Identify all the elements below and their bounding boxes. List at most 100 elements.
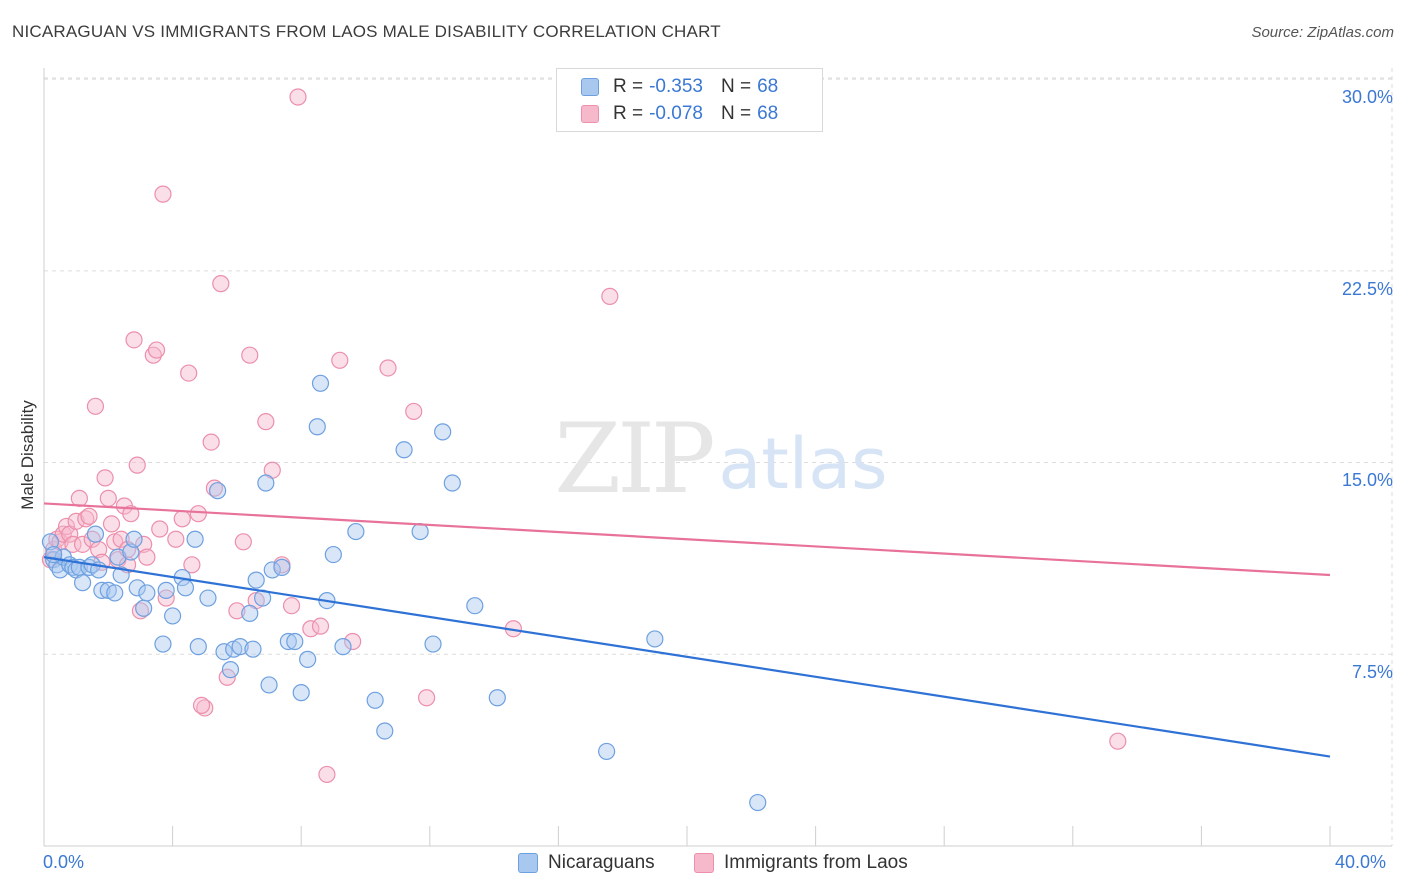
legend-swatch-blue <box>581 78 599 96</box>
legend-item-laos[interactable]: Immigrants from Laos <box>694 852 908 874</box>
laos-point-54 <box>289 88 307 106</box>
nicaraguans-point-52 <box>366 691 384 709</box>
laos-point-38 <box>180 364 198 382</box>
laos-point-34 <box>154 185 172 203</box>
laos-point-29 <box>135 535 153 553</box>
legend-label-laos: Immigrants from Laos <box>724 852 908 873</box>
series-nicaraguans-points <box>41 374 767 812</box>
nicaraguans-point-45 <box>299 650 317 668</box>
nicaraguans-point-29 <box>199 589 217 607</box>
laos-point-25 <box>122 505 140 523</box>
nicaraguans-point-47 <box>311 374 330 392</box>
laos-point-19 <box>102 515 121 533</box>
nicaraguans-point-57 <box>434 423 452 441</box>
legend-swatch-blue <box>518 853 538 873</box>
nicaraguans-point-21 <box>135 599 153 617</box>
laos-point-56 <box>311 617 330 635</box>
nicaraguans-point-65 <box>106 584 124 602</box>
nicaraguans-point-32 <box>221 661 240 679</box>
laos-point-26 <box>125 331 143 349</box>
laos-point-12 <box>80 507 98 525</box>
laos-point-37 <box>173 510 191 528</box>
y-tick-label-22-5: 22.5% <box>1341 279 1393 299</box>
nicaraguans-point-18 <box>122 543 140 561</box>
axes <box>43 68 1392 847</box>
nicaraguans-point-46 <box>308 418 326 436</box>
nicaraguans-point-60 <box>488 689 506 707</box>
nicaraguans-point-39 <box>260 676 278 694</box>
laos-point-30 <box>138 548 156 566</box>
nicaraguans-point-34 <box>231 638 249 656</box>
watermark-atlas: atlas <box>718 423 887 505</box>
laos-point-13 <box>83 530 101 548</box>
legend-label-nicaraguans: Nicaraguans <box>548 852 655 873</box>
nicaraguans-point-43 <box>286 632 304 651</box>
nicaraguans-point-40 <box>263 561 281 579</box>
nicaraguans-point-41 <box>273 558 291 576</box>
laos-point-7 <box>64 535 82 553</box>
laos-point-18 <box>99 489 117 507</box>
laos-point-66 <box>192 696 211 715</box>
nicaraguans-point-27 <box>186 530 204 548</box>
nicaraguans-point-30 <box>209 482 227 500</box>
legend-n-label: N = <box>720 76 752 97</box>
nicaraguans-point-14 <box>93 581 111 599</box>
source-label: Source: ZipAtlas.com <box>1251 24 1394 41</box>
laos-point-65 <box>1109 732 1127 750</box>
laos-point-31 <box>144 346 162 364</box>
y-tick-label-15: 15.0% <box>1341 470 1393 490</box>
legend-row-laos: R = -0.078 N = 68 <box>581 103 778 125</box>
nicaraguans-point-53 <box>376 722 394 740</box>
laos-point-60 <box>379 359 397 377</box>
nicaraguans-point-59 <box>466 597 484 615</box>
nicaraguans-point-66 <box>164 607 182 625</box>
laos-point-8 <box>67 512 85 530</box>
laos-point-17 <box>96 469 114 487</box>
nicaraguans-point-49 <box>324 545 342 564</box>
laos-point-64 <box>601 287 619 305</box>
nicaraguans-point-54 <box>395 441 413 459</box>
legend-n-value: 68 <box>757 103 779 124</box>
nicaraguans-point-62 <box>646 630 664 648</box>
nicaraguans-point-55 <box>411 522 429 541</box>
laos-point-36 <box>167 530 185 548</box>
laos-point-58 <box>331 351 349 369</box>
nicaraguans-point-16 <box>109 548 127 566</box>
trend-lines <box>43 502 1331 758</box>
nicaraguans-point-50 <box>334 638 352 656</box>
correlation-legend: R = -0.353 N = 68 R = -0.078 N = 68 <box>556 68 823 132</box>
laos-point-57 <box>318 765 336 784</box>
legend-n-label: N = <box>720 103 752 124</box>
legend-n-value: 68 <box>757 76 779 97</box>
laos-point-44 <box>212 275 230 293</box>
nicaraguans-point-63 <box>749 793 767 812</box>
legend-row-nicaraguans: R = -0.353 N = 68 <box>581 76 778 98</box>
laos-point-27 <box>128 456 146 474</box>
series-legend: Nicaraguans Immigrants from Laos <box>0 852 1406 876</box>
chart-title: NICARAGUAN VS IMMIGRANTS FROM LAOS MALE … <box>12 22 721 41</box>
laos-point-33 <box>151 520 169 538</box>
legend-swatch-pink <box>694 853 714 873</box>
nicaraguans-point-58 <box>443 474 461 492</box>
laos-point-55 <box>302 620 320 638</box>
laos-point-9 <box>70 489 88 507</box>
nicaraguans-point-22 <box>138 584 156 602</box>
nicaraguans-point-28 <box>189 638 207 656</box>
legend-swatch-pink <box>581 105 599 123</box>
laos-point-48 <box>241 346 259 364</box>
laos-point-43 <box>205 479 223 497</box>
nicaraguans-point-9 <box>73 574 92 592</box>
laos-point-42 <box>202 433 220 451</box>
nicaraguans-point-17 <box>112 566 130 584</box>
x-tick-label-min: 0.0% <box>43 852 85 872</box>
laos-point-53 <box>282 597 301 615</box>
laos-point-46 <box>228 602 246 620</box>
legend-r-value: -0.353 <box>649 76 703 97</box>
nicaraguans-point-61 <box>598 742 616 761</box>
legend-item-nicaraguans[interactable]: Nicaraguans <box>518 852 655 874</box>
watermark-zip: ZIP <box>554 403 713 515</box>
laos-point-32 <box>147 341 166 359</box>
laos-point-50 <box>257 413 275 431</box>
laos-point-59 <box>344 632 362 651</box>
